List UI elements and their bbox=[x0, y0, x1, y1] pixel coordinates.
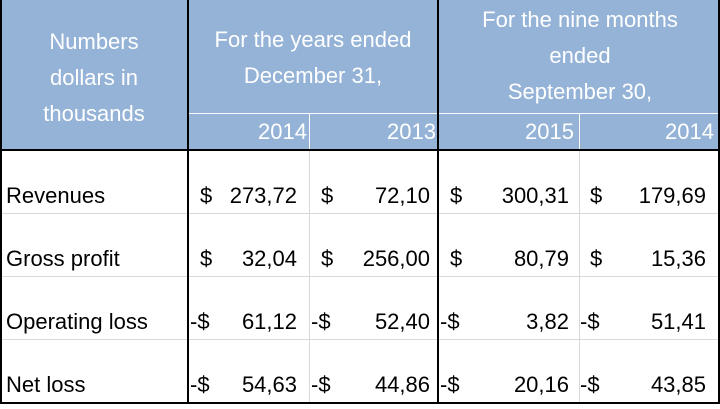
cell-value: 32,04 bbox=[241, 246, 297, 271]
cell-currency-sign: $ bbox=[321, 183, 334, 208]
cell-value: 80,79 bbox=[513, 246, 569, 271]
cell-currency-sign: $ bbox=[590, 183, 603, 208]
header-divider-years-row bbox=[188, 113, 720, 114]
cell-value: 179,69 bbox=[638, 183, 706, 208]
cell-currency-sign: -$ bbox=[580, 309, 600, 334]
header-background bbox=[0, 0, 720, 150]
border-group-column bbox=[437, 0, 439, 404]
cell-value: 61,12 bbox=[241, 309, 297, 334]
cell-value: 51,41 bbox=[650, 309, 706, 334]
group-header-nine-line-3: September 30, bbox=[507, 79, 653, 104]
row-divider-3 bbox=[0, 339, 720, 340]
row-divider-1 bbox=[0, 213, 720, 214]
border-right bbox=[718, 0, 720, 404]
row-label: Revenues bbox=[6, 183, 106, 208]
cell-currency-sign: -$ bbox=[190, 372, 210, 397]
row-label: Net loss bbox=[6, 372, 86, 397]
cell-value: 43,85 bbox=[650, 372, 706, 397]
border-header-bottom bbox=[0, 149, 720, 151]
group-header-nine-line-1: For the nine months bbox=[482, 7, 678, 32]
stub-header-line-3: thousands bbox=[43, 101, 145, 126]
cell-currency-sign: -$ bbox=[311, 372, 331, 397]
border-bottom bbox=[0, 402, 720, 404]
stub-header-line-2: dollars in bbox=[49, 65, 139, 90]
cell-value: 72,10 bbox=[374, 183, 430, 208]
cell-currency-sign: $ bbox=[200, 246, 213, 271]
cell-currency-sign: $ bbox=[590, 246, 603, 271]
cell-value: 52,40 bbox=[374, 309, 430, 334]
cell-value: 273,72 bbox=[229, 183, 297, 208]
cell-currency-sign: $ bbox=[321, 246, 334, 271]
cell-value: 15,36 bbox=[650, 246, 706, 271]
cell-value: 300,31 bbox=[501, 183, 569, 208]
cell-value: 3,82 bbox=[526, 309, 569, 334]
group-header-nine-line-2: ended bbox=[549, 43, 611, 68]
cell-value: 20,16 bbox=[513, 372, 569, 397]
year-header-2013: 2013 bbox=[387, 119, 436, 144]
cell-currency-sign: -$ bbox=[311, 309, 331, 334]
group-header-years-line-2: December 31, bbox=[243, 63, 383, 88]
stub-header-line-1: Numbers bbox=[49, 29, 139, 54]
cell-currency-sign: $ bbox=[450, 183, 463, 208]
cell-currency-sign: -$ bbox=[580, 372, 600, 397]
year-header-2014-nine: 2014 bbox=[665, 119, 714, 144]
border-stub-column bbox=[187, 0, 189, 404]
cell-currency-sign: -$ bbox=[440, 309, 460, 334]
cell-currency-sign: $ bbox=[450, 246, 463, 271]
year-header-2014: 2014 bbox=[258, 119, 307, 144]
year-header-2015: 2015 bbox=[525, 119, 574, 144]
cell-value: 44,86 bbox=[374, 372, 430, 397]
group-header-years-line-1: For the years ended bbox=[214, 27, 412, 52]
cell-value: 256,00 bbox=[362, 246, 430, 271]
cell-currency-sign: $ bbox=[200, 183, 213, 208]
border-left bbox=[0, 0, 2, 404]
row-divider-2 bbox=[0, 276, 720, 277]
row-label: Operating loss bbox=[6, 309, 148, 334]
cell-currency-sign: -$ bbox=[440, 372, 460, 397]
cell-currency-sign: -$ bbox=[190, 309, 210, 334]
header-divider-col-4 bbox=[579, 113, 580, 150]
header-divider-col-2 bbox=[309, 113, 310, 150]
row-label: Gross profit bbox=[6, 246, 120, 271]
cell-value: 54,63 bbox=[241, 372, 297, 397]
